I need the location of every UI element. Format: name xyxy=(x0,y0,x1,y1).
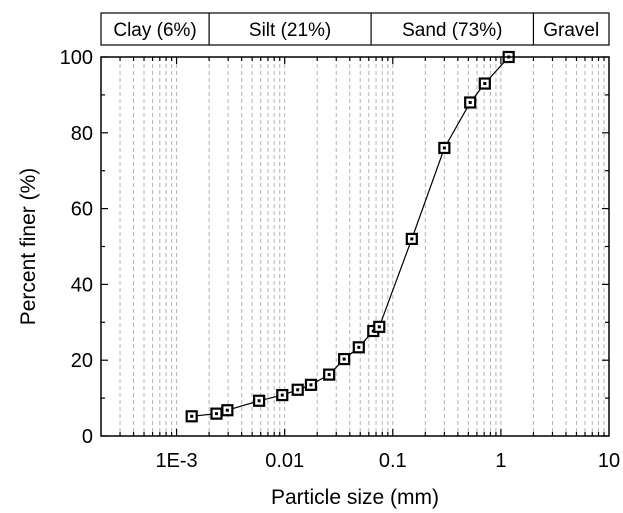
data-point-center xyxy=(214,412,218,416)
data-point-center xyxy=(468,100,472,104)
grid-lines xyxy=(119,57,605,436)
data-point-center xyxy=(410,237,414,241)
size-class-bar: Clay (6%) Silt (21%) Sand (73%) Gravel xyxy=(100,12,610,46)
data-point-center xyxy=(357,345,361,349)
data-point-center xyxy=(190,414,194,418)
y-tick-label: 100 xyxy=(60,47,93,69)
y-axis-title: Percent finer (%) xyxy=(17,168,40,326)
size-class-label: Silt (21%) xyxy=(249,20,331,41)
data-point-center xyxy=(483,82,487,86)
data-point-center xyxy=(257,399,261,403)
data-series xyxy=(185,50,515,423)
y-tick-label: 0 xyxy=(82,426,93,448)
x-tick-label: 0.01 xyxy=(265,450,304,472)
data-point-center xyxy=(342,357,346,361)
data-point-center xyxy=(280,393,284,397)
data-point-center xyxy=(296,388,300,392)
x-axis-title: Particle size (mm) xyxy=(271,486,439,509)
size-class-label: Gravel xyxy=(543,20,599,41)
plot-frame xyxy=(100,56,610,437)
x-tick-label: 1E-3 xyxy=(155,450,197,472)
y-tick-label: 80 xyxy=(71,123,93,145)
size-class-label: Sand (73%) xyxy=(402,20,502,41)
y-tick-label: 20 xyxy=(71,350,93,372)
y-tick-label: 40 xyxy=(71,274,93,296)
data-point-center xyxy=(442,146,446,150)
y-tick-label: 60 xyxy=(71,199,93,221)
size-class-label: Clay (6%) xyxy=(113,20,196,41)
data-point-center xyxy=(377,325,381,329)
data-point-center xyxy=(309,383,313,387)
x-tick-label: 1 xyxy=(495,450,506,472)
size-class-frame xyxy=(100,12,610,46)
x-tick-label: 0.1 xyxy=(379,450,407,472)
data-point-center xyxy=(327,373,331,377)
data-point-center xyxy=(225,408,229,412)
x-tick-label: 10 xyxy=(598,450,620,472)
